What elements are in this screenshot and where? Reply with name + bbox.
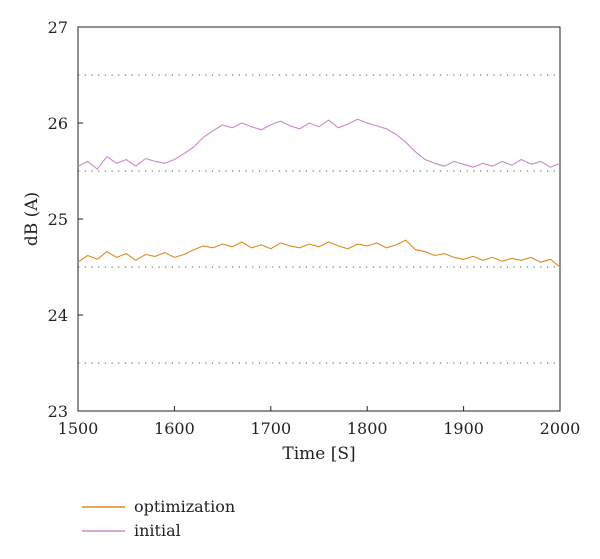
legend-label-optimization: optimization [134,497,235,516]
series-line-optimization [77,239,561,268]
x-tick-label: 1900 [443,419,484,438]
series-lines [77,118,561,268]
x-tick-label: 1600 [154,419,195,438]
y-tick-label: 27 [48,18,68,37]
y-axis: 23 24 25 26 27 [48,18,83,421]
legend: optimization initial [82,497,235,540]
grid-lines [78,74,560,364]
x-tick-label: 1500 [58,419,99,438]
x-axis-title: Time [S] [282,444,355,464]
y-axis-title: dB (A) [22,192,42,246]
x-tick-label: 2000 [540,419,581,438]
y-tick-label: 26 [48,114,68,133]
y-tick-label: 24 [48,306,68,325]
series-line-initial [77,118,561,170]
legend-label-initial: initial [134,521,181,540]
x-tick-label: 1800 [347,419,388,438]
x-tick-label: 1700 [250,419,291,438]
y-tick-label: 25 [48,210,68,229]
y-tick-label: 23 [48,402,68,421]
x-axis: 1500 1600 1700 1800 1900 2000 [58,406,581,438]
plot-frame [77,26,561,412]
